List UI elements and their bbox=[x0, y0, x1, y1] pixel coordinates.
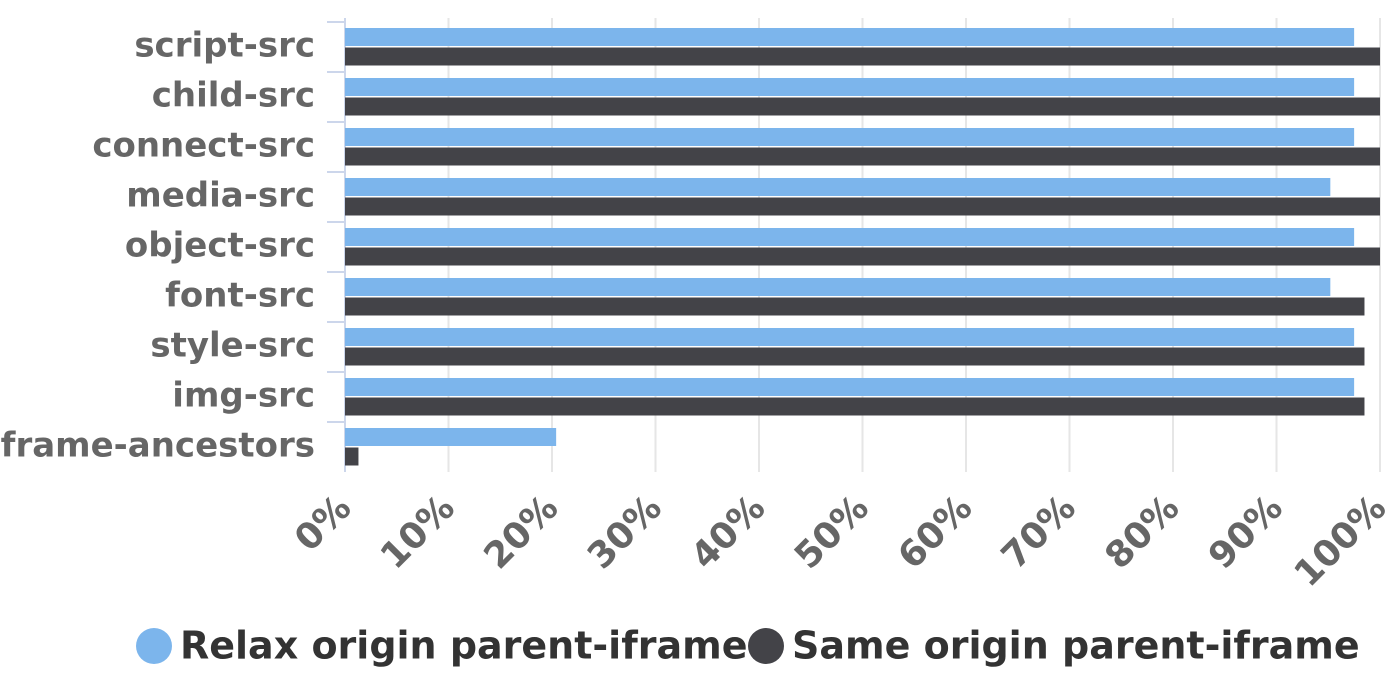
x-tick-label: 60% bbox=[890, 487, 980, 577]
legend-marker bbox=[136, 628, 172, 664]
bar bbox=[345, 178, 1331, 196]
bar bbox=[345, 378, 1355, 396]
legend-marker bbox=[748, 628, 784, 664]
bar bbox=[345, 347, 1365, 366]
y-tick-label: child-src bbox=[152, 76, 315, 116]
legend-label[interactable]: Same origin parent-iframe bbox=[792, 624, 1360, 668]
bar bbox=[345, 78, 1355, 96]
y-tick-label: style-src bbox=[150, 326, 315, 366]
x-tick-label: 100% bbox=[1287, 487, 1395, 595]
x-tick-label: 90% bbox=[1201, 487, 1291, 577]
y-tick-label: object-src bbox=[125, 226, 315, 266]
y-tick-label: media-src bbox=[126, 176, 315, 216]
legend-label[interactable]: Relax origin parent-iframe bbox=[180, 624, 747, 668]
x-tick-label: 10% bbox=[373, 487, 463, 577]
bar bbox=[345, 397, 1365, 416]
bar bbox=[345, 228, 1355, 246]
bar bbox=[345, 247, 1380, 266]
x-tick-label: 70% bbox=[994, 487, 1084, 577]
bar bbox=[345, 428, 557, 446]
bar bbox=[345, 197, 1380, 216]
x-tick-label: 20% bbox=[476, 487, 566, 577]
x-tick-label: 50% bbox=[787, 487, 877, 577]
y-tick-label: font-src bbox=[165, 276, 315, 316]
y-tick-label: script-src bbox=[134, 26, 315, 66]
y-tick-label: connect-src bbox=[92, 126, 315, 166]
bar bbox=[345, 297, 1365, 316]
bar bbox=[345, 28, 1355, 46]
bar bbox=[345, 128, 1355, 146]
bar bbox=[345, 47, 1380, 66]
x-tick-label: 0% bbox=[287, 487, 359, 559]
bar bbox=[345, 328, 1355, 346]
bar bbox=[345, 447, 359, 466]
y-tick-label: img-src bbox=[172, 376, 315, 416]
y-tick-label: frame-ancestors bbox=[1, 426, 315, 466]
x-tick-label: 30% bbox=[580, 487, 670, 577]
bar bbox=[345, 97, 1380, 116]
bar bbox=[345, 147, 1380, 166]
x-tick-label: 80% bbox=[1097, 487, 1187, 577]
bar bbox=[345, 278, 1331, 296]
x-tick-label: 40% bbox=[683, 487, 773, 577]
